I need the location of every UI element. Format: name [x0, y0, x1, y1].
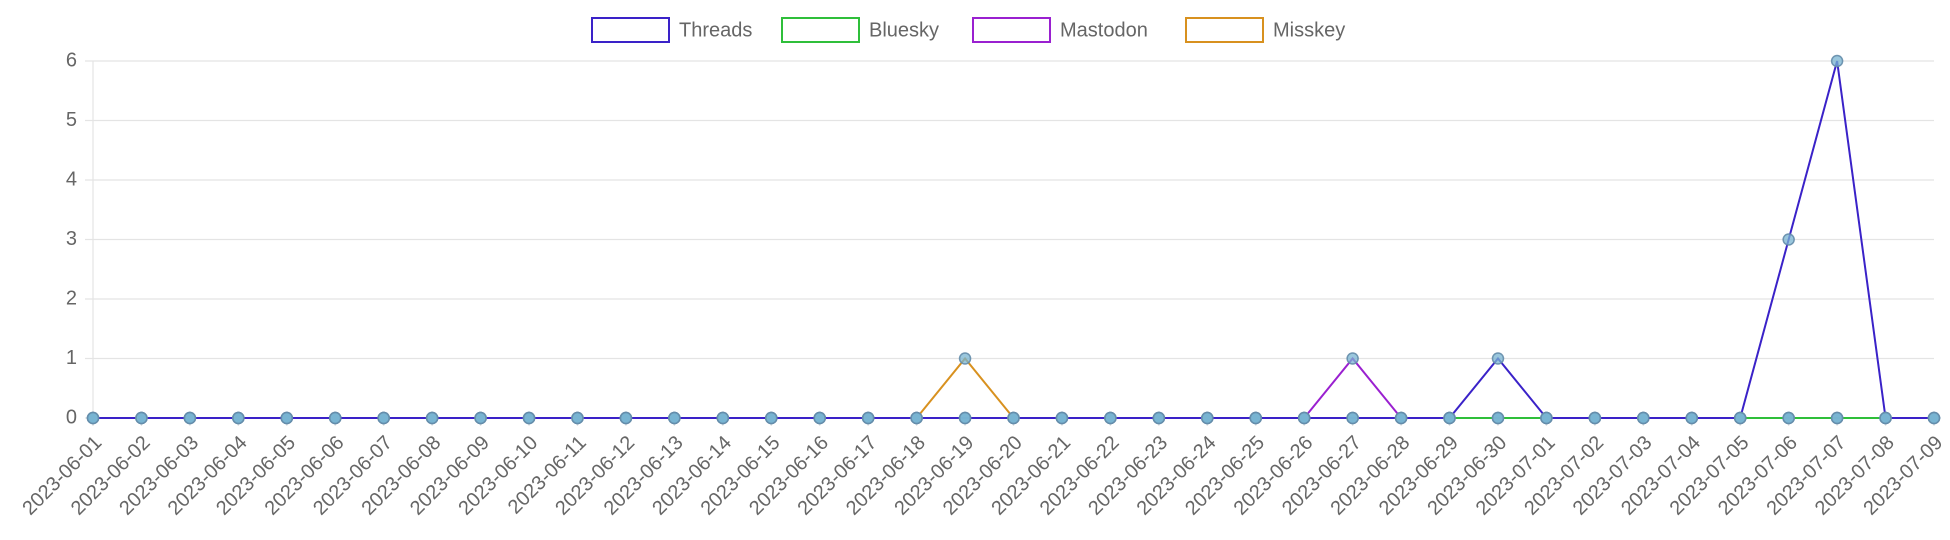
data-point: [328, 411, 342, 425]
data-point: [1491, 411, 1505, 425]
data-point: [619, 411, 633, 425]
data-point: [1249, 411, 1262, 425]
data-point: [765, 411, 778, 425]
data-point: [958, 352, 972, 365]
data-point: [1540, 411, 1553, 425]
data-point: [958, 411, 972, 425]
data-point: [280, 411, 294, 425]
data-point: [813, 411, 826, 425]
y-tick-label: 5: [66, 109, 77, 131]
data-point: [1830, 411, 1844, 425]
data-point: [425, 411, 439, 425]
data-point: [1733, 411, 1747, 425]
y-tick-label: 3: [66, 228, 77, 250]
data-point: [668, 411, 681, 425]
data-point: [1297, 411, 1311, 425]
data-point: [716, 411, 730, 425]
legend-item: Threads: [591, 17, 752, 43]
data-point: [1152, 411, 1166, 425]
data-point: [135, 411, 148, 425]
data-point: [1055, 411, 1069, 425]
legend-swatch: [591, 17, 670, 43]
data-point: [910, 411, 923, 425]
data-point: [1346, 352, 1359, 365]
data-point: [1346, 411, 1359, 425]
data-point: [232, 411, 245, 425]
data-point: [1782, 411, 1795, 425]
data-point: [1588, 411, 1602, 425]
data-point: [377, 411, 390, 425]
series-line: [93, 356, 1934, 419]
y-tick-label: 1: [66, 347, 77, 369]
legend-swatch: [1185, 17, 1264, 43]
data-point: [474, 411, 487, 425]
legend-item: Mastodon: [972, 17, 1148, 43]
data-point: [183, 411, 197, 425]
legend-swatch: [972, 17, 1051, 43]
y-tick-label: 0: [66, 406, 77, 428]
data-point: [1491, 352, 1505, 365]
legend-label: Threads: [679, 19, 752, 41]
data-point: [1927, 411, 1941, 425]
legend-label: Bluesky: [869, 19, 939, 41]
data-point: [1394, 411, 1408, 425]
data-point: [1685, 411, 1699, 425]
y-tick-label: 6: [66, 49, 77, 71]
series-line: [93, 356, 1934, 419]
data-point: [522, 411, 536, 425]
legend-label: Mastodon: [1060, 19, 1148, 41]
data-point: [861, 411, 875, 425]
legend-item: Bluesky: [781, 17, 939, 43]
legend-item: Misskey: [1185, 17, 1345, 43]
data-point: [1830, 54, 1844, 68]
data-point: [1879, 411, 1892, 425]
data-point: [1104, 411, 1117, 425]
y-tick-label: 2: [66, 287, 77, 309]
data-point: [1443, 411, 1456, 425]
data-point: [1637, 411, 1650, 425]
data-point: [1007, 411, 1020, 425]
data-point: [571, 411, 584, 425]
data-point: [1782, 233, 1795, 246]
legend-label: Misskey: [1273, 19, 1345, 41]
data-point: [86, 411, 100, 425]
legend-swatch: [781, 17, 860, 43]
data-point: [1201, 411, 1214, 425]
y-tick-label: 4: [66, 168, 77, 190]
